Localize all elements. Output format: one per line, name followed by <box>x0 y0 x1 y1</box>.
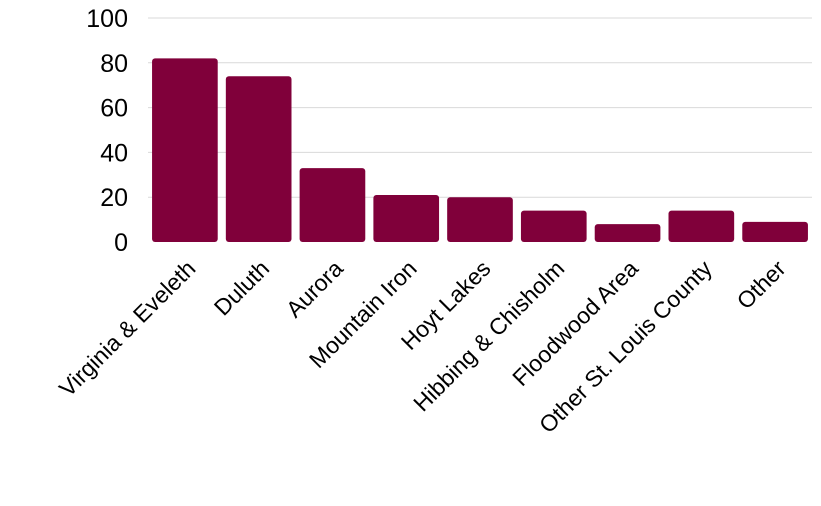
y-tick-label: 60 <box>100 95 128 123</box>
bar <box>225 76 292 243</box>
bar <box>447 197 513 242</box>
bar <box>152 58 218 242</box>
x-tick-label: Virginia & Eveleth <box>54 255 200 401</box>
y-tick-label: 20 <box>100 184 128 212</box>
bar <box>594 224 661 242</box>
y-axis: 0 20 40 60 80 100 <box>86 5 128 257</box>
bar <box>299 168 366 242</box>
bar <box>520 210 587 242</box>
y-tick-label: 100 <box>86 5 128 33</box>
y-tick-label: 80 <box>100 50 128 78</box>
x-tick-label: Other <box>732 255 791 314</box>
x-tick-label: Floodwood Area <box>507 255 643 391</box>
y-tick-label: 0 <box>114 229 128 257</box>
y-tick-label: 40 <box>100 139 128 167</box>
bar <box>742 221 808 242</box>
bars <box>152 58 808 243</box>
bar <box>373 194 440 242</box>
x-tick-label: Aurora <box>281 255 348 322</box>
bar <box>668 210 735 242</box>
x-tick-label: Duluth <box>209 255 274 320</box>
